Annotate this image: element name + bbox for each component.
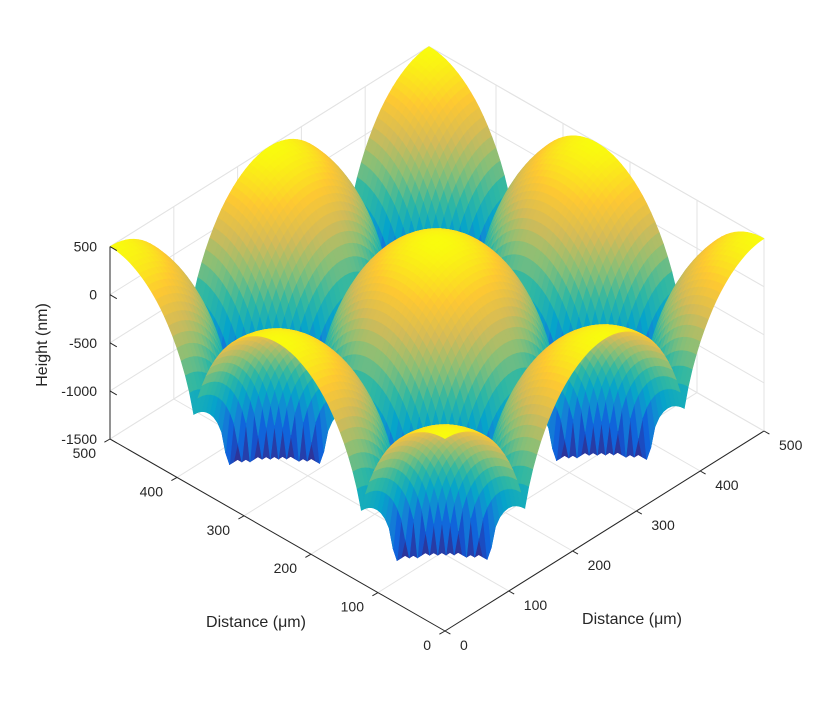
- surface-mesh: [109, 46, 765, 562]
